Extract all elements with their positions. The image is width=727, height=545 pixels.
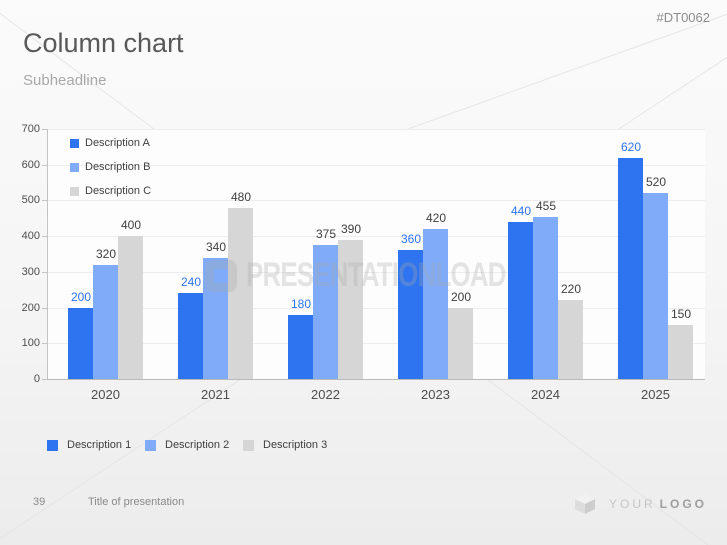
legend-label: Description 3 xyxy=(263,439,328,451)
y-tick xyxy=(42,271,47,273)
x-category-label: 2023 xyxy=(421,387,450,402)
legend-swatch-icon xyxy=(47,439,58,451)
gridline xyxy=(48,271,705,273)
your-logo: YOUR LOGO xyxy=(574,493,707,515)
bar-value-label: 220 xyxy=(560,282,582,297)
bar-2020-series3[interactable] xyxy=(118,236,143,379)
page-title: Column chart xyxy=(23,28,184,58)
y-tick xyxy=(42,379,47,380)
legend-swatch-icon xyxy=(145,439,156,451)
bar-value-label: 320 xyxy=(95,246,117,261)
bar-value-label: 240 xyxy=(180,275,202,290)
bar-value-label: 200 xyxy=(70,289,92,304)
bar-2021-series3[interactable] xyxy=(228,207,253,379)
legend-label: Description 2 xyxy=(165,439,230,451)
x-category-label: 2021 xyxy=(201,387,230,402)
legend-item-description-b: Description B xyxy=(70,161,151,173)
legend-swatch-icon xyxy=(70,186,79,196)
y-tick xyxy=(42,343,47,345)
y-tick-label: 700 xyxy=(21,123,40,135)
bar-2021-series1[interactable] xyxy=(178,293,203,379)
logo-text-your: YOUR xyxy=(608,497,656,511)
bottom-legend: Description 1 Description 2 Description 3 xyxy=(47,439,341,451)
legend-swatch-icon xyxy=(70,162,79,172)
bar-value-label: 375 xyxy=(315,227,337,242)
bar-value-label: 620 xyxy=(620,139,642,154)
y-tick-label: 600 xyxy=(21,158,40,171)
x-category-label: 2020 xyxy=(91,387,120,402)
bar-2020-series2[interactable] xyxy=(93,264,118,379)
bar-2025-series2[interactable] xyxy=(643,193,668,379)
legend-item-description-1: Description 1 xyxy=(47,439,134,451)
logo-text-logo: LOGO xyxy=(659,497,707,511)
y-tick-label: 100 xyxy=(21,337,40,350)
template-id: #DT0062 xyxy=(656,10,710,25)
y-tick xyxy=(42,236,47,238)
bar-value-label: 340 xyxy=(205,239,227,254)
x-category-label: 2025 xyxy=(641,387,670,402)
y-tick-label: 500 xyxy=(21,194,40,207)
legend-label: Description C xyxy=(85,185,152,197)
bar-value-label: 400 xyxy=(120,218,142,233)
bar-value-label: 455 xyxy=(535,198,557,213)
bar-value-label: 360 xyxy=(400,232,422,247)
x-axis-line xyxy=(47,379,705,380)
gridline xyxy=(48,200,705,202)
x-category-label: 2024 xyxy=(531,387,560,402)
bar-2020-series1[interactable] xyxy=(68,307,93,379)
legend-item-description-a: Description A xyxy=(70,137,151,149)
bar-value-label: 150 xyxy=(670,307,692,322)
y-axis-line xyxy=(47,129,48,379)
bar-2022-series3[interactable] xyxy=(338,239,363,379)
x-category-label: 2022 xyxy=(311,387,340,402)
y-tick xyxy=(42,307,47,309)
bar-2025-series3[interactable] xyxy=(668,325,693,379)
gridline xyxy=(48,129,705,130)
y-tick xyxy=(42,129,47,130)
bar-2023-series1[interactable] xyxy=(398,250,423,379)
gridline xyxy=(48,164,705,166)
bar-value-label: 420 xyxy=(425,211,447,225)
bar-2023-series2[interactable] xyxy=(423,229,448,379)
bar-2021-series2[interactable] xyxy=(203,257,228,379)
bar-value-label: 180 xyxy=(290,296,312,311)
bar-2023-series3[interactable] xyxy=(448,307,473,379)
bar-value-label: 480 xyxy=(230,189,252,204)
gridline xyxy=(48,343,705,345)
y-tick-label: 200 xyxy=(21,301,40,314)
y-tick-label: 0 xyxy=(33,373,40,385)
bar-2024-series2[interactable] xyxy=(533,216,558,379)
bar-value-label: 520 xyxy=(645,175,667,190)
bar-value-label: 200 xyxy=(450,289,472,304)
footer-presentation-title: Title of presentation xyxy=(88,496,185,508)
legend-swatch-icon xyxy=(70,138,79,148)
bar-2024-series1[interactable] xyxy=(508,221,533,379)
gridline xyxy=(48,307,705,309)
legend-swatch-icon xyxy=(243,439,254,451)
legend-item-description-c: Description C xyxy=(70,185,151,197)
bar-value-label: 440 xyxy=(510,203,532,218)
legend-label: Description A xyxy=(85,137,150,149)
legend-item-description-2: Description 2 xyxy=(145,439,232,451)
bar-2025-series1[interactable] xyxy=(618,157,643,379)
diagonal-watermark-line xyxy=(389,13,727,136)
bar-value-label: 390 xyxy=(340,221,362,236)
plot-area xyxy=(47,129,705,379)
y-tick-label: 300 xyxy=(21,265,40,278)
bar-2022-series2[interactable] xyxy=(313,245,338,379)
y-tick xyxy=(42,200,47,202)
page-number: 39 xyxy=(33,496,46,508)
page-subtitle: Subheadline xyxy=(23,72,107,89)
gridline xyxy=(48,236,705,238)
bar-2024-series3[interactable] xyxy=(558,300,583,379)
y-tick-label: 400 xyxy=(21,230,40,243)
legend-label: Description 1 xyxy=(67,439,132,451)
y-tick xyxy=(42,164,47,166)
cube-logo-icon xyxy=(574,494,595,514)
legend-label: Description B xyxy=(85,161,151,173)
chart-legend: Description A Description B Description C xyxy=(70,137,151,197)
legend-item-description-3: Description 3 xyxy=(243,439,330,451)
bar-2022-series1[interactable] xyxy=(288,314,313,379)
